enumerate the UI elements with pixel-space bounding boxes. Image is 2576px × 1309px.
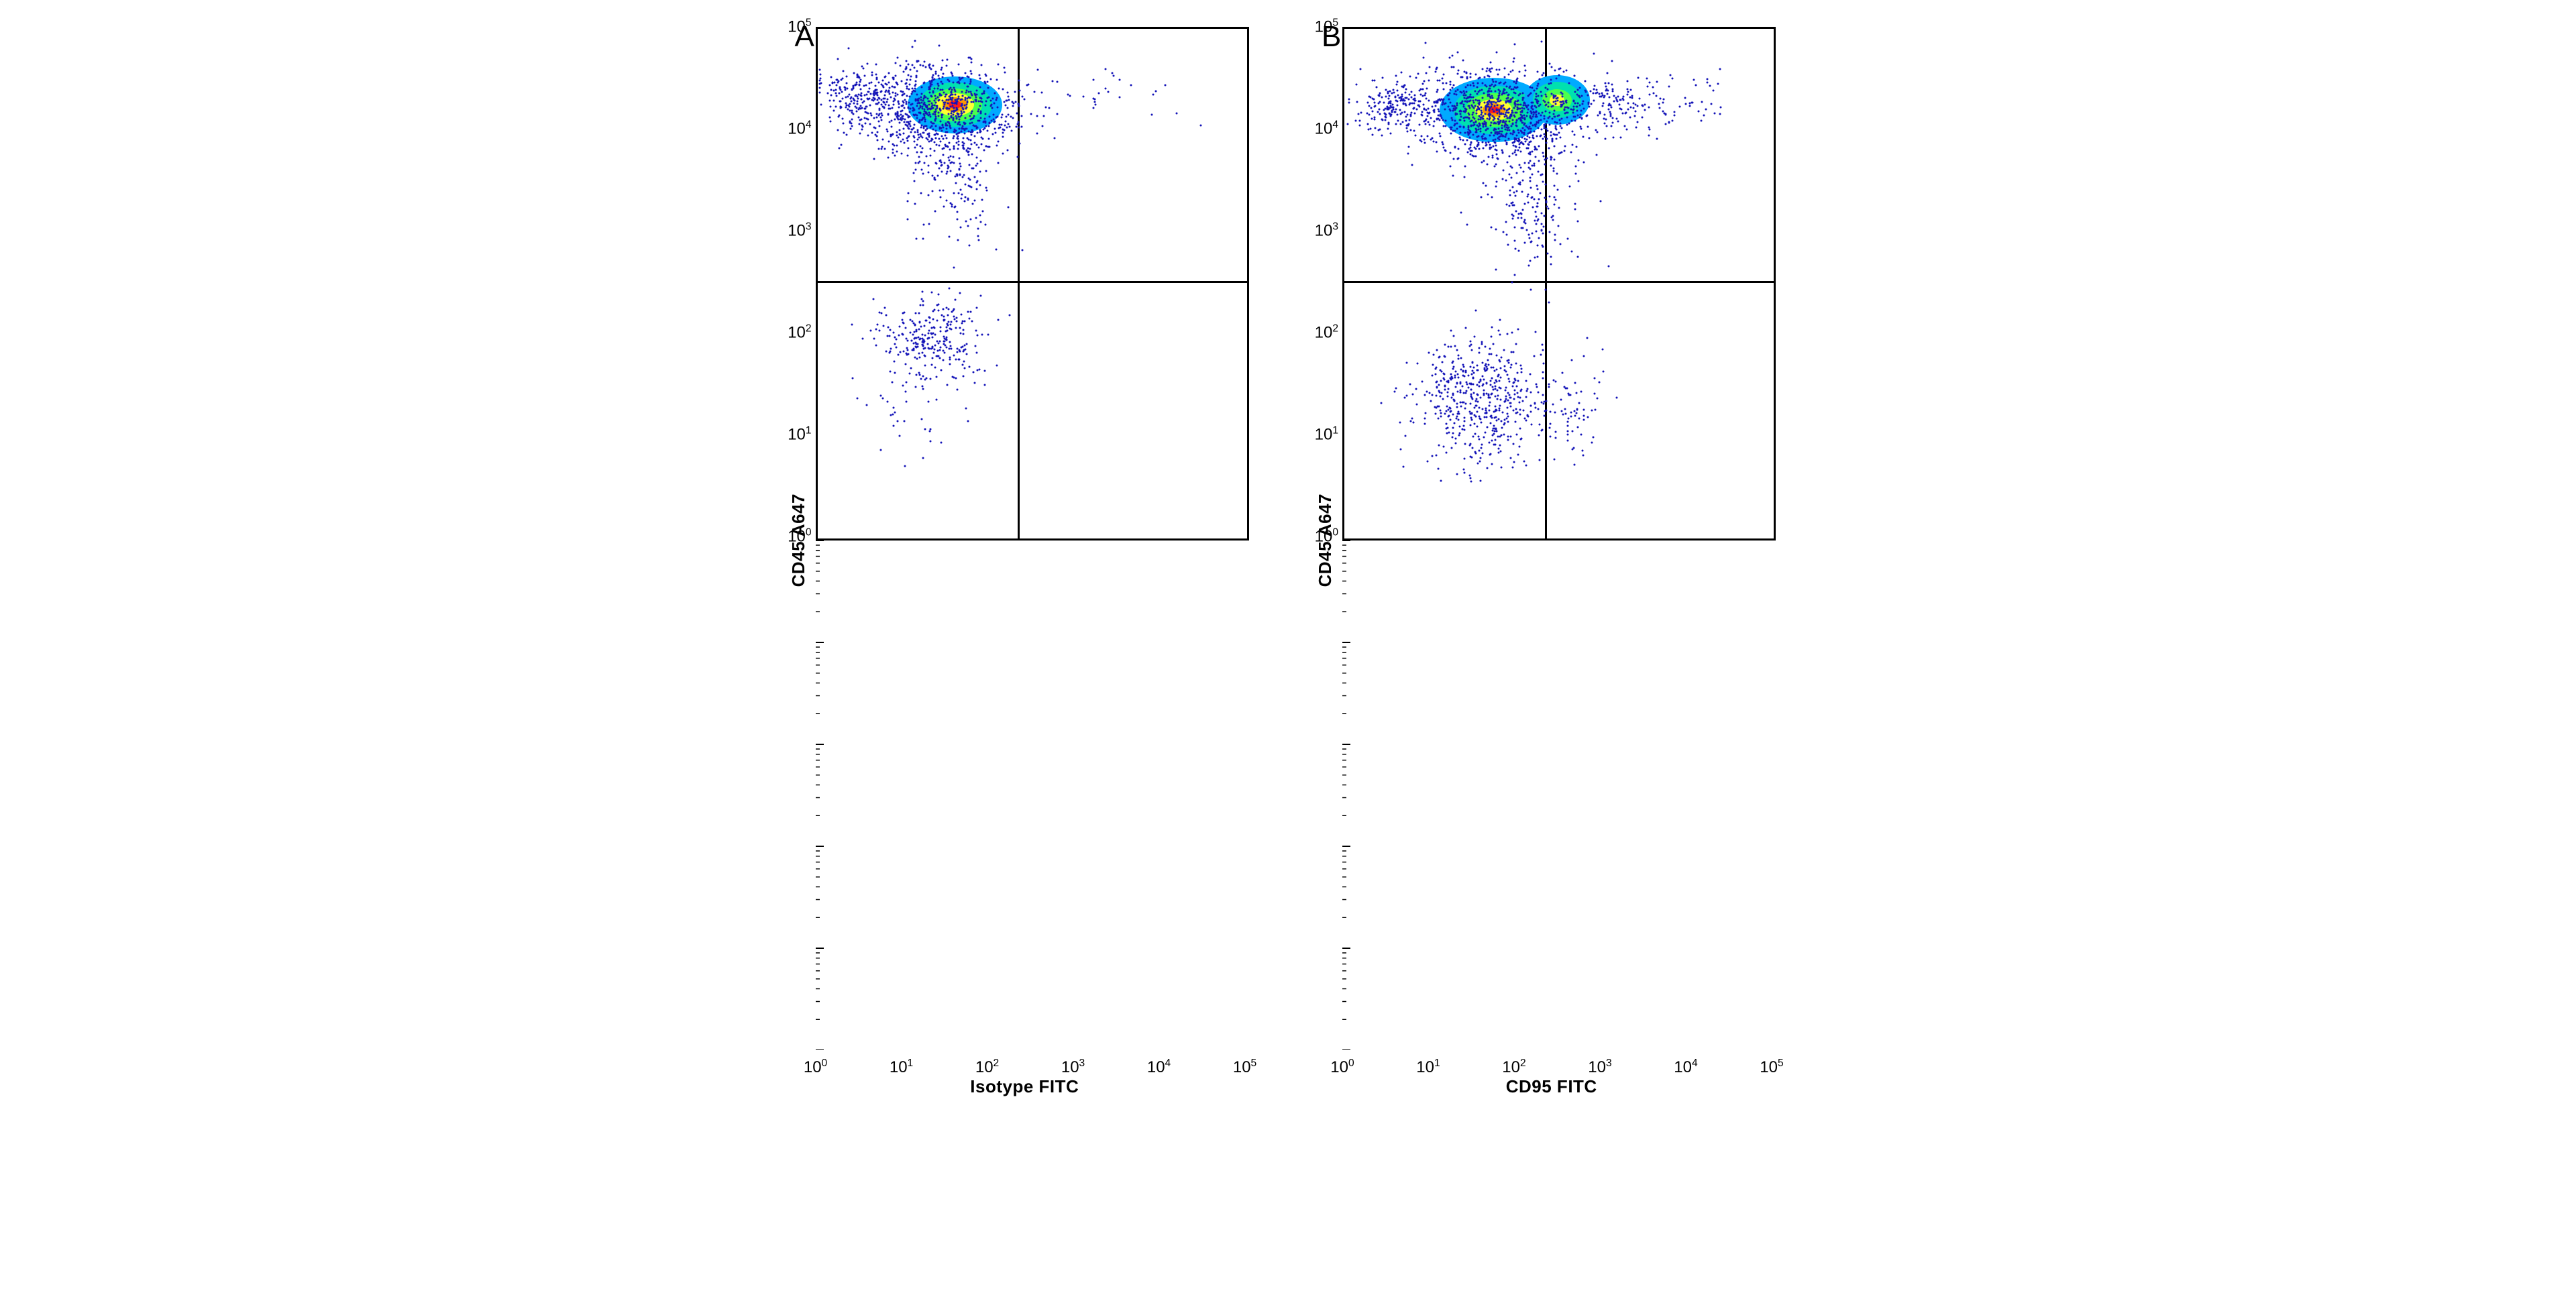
panel-b-plot-row: CD45 A647 100101102103104105 10010110210… — [1315, 27, 1788, 1054]
panel-a-quadrant-hline — [818, 281, 1247, 283]
panel-b-axis-area: 100101102103104105 100101102103104105 — [1342, 27, 1788, 1054]
panel-a-plot-box — [816, 27, 1249, 540]
panel-a-xtick-labels: 100101102103104105 — [816, 1058, 1245, 1078]
panel-b-quadrant-hline — [1344, 281, 1774, 283]
panel-b-ytick-labels: 100101102103104105 — [1290, 27, 1338, 536]
panel-b-yticks — [1342, 540, 1356, 1050]
panel-a-yticks — [816, 540, 829, 1050]
panel-a: A CD45 A647 100101102103104105 100101102… — [788, 27, 1261, 1097]
panel-a-plot-row: CD45 A647 100101102103104105 10010110210… — [788, 27, 1261, 1054]
panel-b-plot-box — [1342, 27, 1776, 540]
panel-a-xlabel: Isotype FITC — [970, 1076, 1079, 1097]
panel-b-xlabel: CD95 FITC — [1506, 1076, 1597, 1097]
panel-a-ytick-labels: 100101102103104105 — [763, 27, 812, 536]
panel-b: B CD45 A647 100101102103104105 100101102… — [1315, 27, 1788, 1097]
panel-b-xticks — [1358, 1037, 1788, 1050]
panel-a-axis-area: 100101102103104105 100101102103104105 — [816, 27, 1261, 1054]
panel-a-xticks — [832, 1037, 1261, 1050]
panel-b-xtick-labels: 100101102103104105 — [1342, 1058, 1772, 1078]
